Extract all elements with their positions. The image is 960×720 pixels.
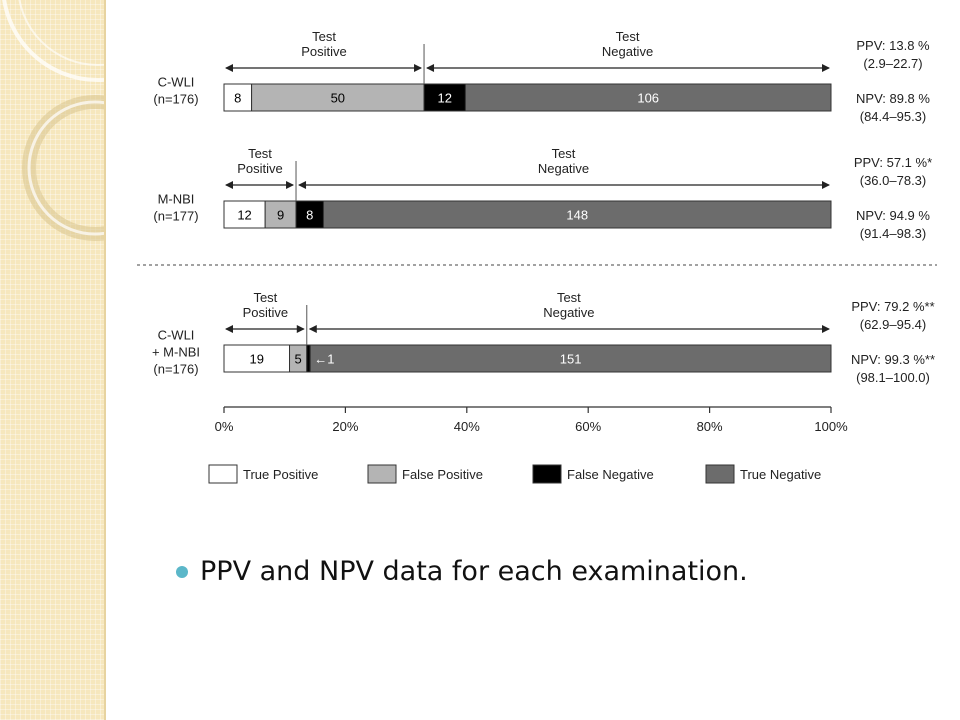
positive-arrow-left-icon-1 [225, 181, 233, 189]
bar-value-label-0-3: 106 [637, 91, 659, 106]
bullet-text: PPV and NPV data for each examination. [200, 556, 748, 587]
test-positive-label-0-1: Positive [301, 44, 347, 59]
positive-arrow-left-icon-2 [225, 325, 233, 333]
row-label-0-0: C-WLI [158, 75, 195, 90]
ppv-ci-label-1: (36.0–78.3) [860, 173, 927, 188]
ppv-label-0: PPV: 13.8 % [856, 38, 930, 53]
npv-ci-label-2: (98.1–100.0) [856, 370, 930, 385]
negative-arrow-right-icon-2 [822, 325, 830, 333]
bar-value-label-1-0: 12 [237, 208, 251, 223]
bar-segment-0-1 [251, 83, 425, 112]
x-axis-tick-label-4: 80% [697, 419, 723, 434]
negative-arrow-left-icon-0 [426, 64, 435, 72]
bullet-dot-icon [176, 565, 188, 578]
bar-value-label-0-2: 12 [437, 91, 451, 106]
legend-label-1: False Positive [402, 467, 483, 482]
test-positive-label-1-0: Test [248, 146, 272, 161]
test-negative-label-0-1: Negative [602, 44, 653, 59]
ppv-ci-label-2: (62.9–95.4) [860, 317, 927, 332]
ring-ornament-icon [2, 0, 104, 241]
bar-segment-2-0 [223, 344, 291, 373]
row-label-1-0: M-NBI [158, 192, 195, 207]
bar-value-label-2-0: 19 [250, 352, 264, 367]
test-positive-label-0-0: Test [312, 29, 336, 44]
test-positive-label-2-1: Positive [243, 305, 289, 320]
bar-value-label-2-1: 5 [295, 352, 302, 367]
bar-segment-1-2 [295, 200, 324, 229]
legend-label-0: True Positive [243, 467, 318, 482]
row-label-2-1: + M-NBI [152, 345, 200, 360]
negative-arrow-left-icon-2 [308, 325, 317, 333]
row-label-1-1: (n=177) [153, 209, 198, 224]
bar-value-label-0-1: 50 [331, 91, 345, 106]
negative-arrow-right-icon-0 [822, 64, 830, 72]
positive-arrow-right-icon-1 [286, 181, 295, 189]
row-label-2-0: C-WLI [158, 328, 195, 343]
ppv-label-2: PPV: 79.2 %** [851, 299, 934, 314]
positive-arrow-left-icon-0 [225, 64, 233, 72]
test-negative-label-1-0: Test [552, 146, 576, 161]
positive-arrow-right-icon-2 [296, 325, 305, 333]
legend-swatch-1 [367, 464, 397, 484]
npv-ci-label-0: (84.4–95.3) [860, 109, 927, 124]
row-label-2-2: (n=176) [153, 362, 198, 377]
bar-segment-1-0 [223, 200, 266, 229]
test-positive-label-1-1: Positive [237, 161, 283, 176]
x-axis-tick-label-5: 100% [814, 419, 848, 434]
test-negative-label-2-0: Test [557, 290, 581, 305]
legend-swatch-0 [208, 464, 238, 484]
npv-label-1: NPV: 94.9 % [856, 208, 930, 223]
positive-arrow-right-icon-0 [414, 64, 423, 72]
bar-segment-1-1 [264, 200, 297, 229]
bar-value-label-2-2: ←1 [314, 352, 334, 367]
slide-sidebar-decoration [0, 0, 106, 720]
x-axis-tick-label-3: 60% [575, 419, 601, 434]
ppv-npv-chart: 8 50 12 106TestPositiveTestNegativeC-WLI(n=… [137, 29, 937, 484]
bar-segment-0-2 [423, 83, 466, 112]
negative-arrow-right-icon-1 [822, 181, 830, 189]
test-positive-label-2-0: Test [253, 290, 277, 305]
bar-value-label-2-3: 151 [560, 352, 582, 367]
legend-label-3: True Negative [740, 467, 821, 482]
bar-segment-2-3 [309, 344, 832, 373]
test-negative-label-0-0: Test [616, 29, 640, 44]
test-negative-label-1-1: Negative [538, 161, 589, 176]
npv-ci-label-1: (91.4–98.3) [860, 226, 927, 241]
x-axis-tick-label-1: 20% [332, 419, 358, 434]
npv-label-0: NPV: 89.8 % [856, 91, 930, 106]
bar-segment-1-3 [322, 200, 832, 229]
x-axis-tick-label-2: 40% [454, 419, 480, 434]
legend-swatch-3 [705, 464, 735, 484]
x-axis-tick-label-0: 0% [215, 419, 234, 434]
ppv-ci-label-0: (2.9–22.7) [863, 56, 922, 71]
bullet-item: PPV and NPV data for each examination. [176, 556, 748, 587]
bar-value-label-1-2: 8 [306, 208, 313, 223]
bar-value-label-0-0: 8 [234, 91, 241, 106]
legend-swatch-2 [532, 464, 562, 484]
bar-value-label-1-3: 148 [566, 208, 588, 223]
bar-value-label-1-1: 9 [277, 208, 284, 223]
ppv-label-1: PPV: 57.1 %* [854, 155, 932, 170]
row-label-0-1: (n=176) [153, 92, 198, 107]
negative-arrow-left-icon-1 [298, 181, 307, 189]
test-negative-label-2-1: Negative [543, 305, 594, 320]
npv-label-2: NPV: 99.3 %** [851, 352, 935, 367]
bar-segment-0-3 [464, 83, 832, 112]
bar-segment-2-2 [306, 344, 311, 373]
legend-label-2: False Negative [567, 467, 654, 482]
